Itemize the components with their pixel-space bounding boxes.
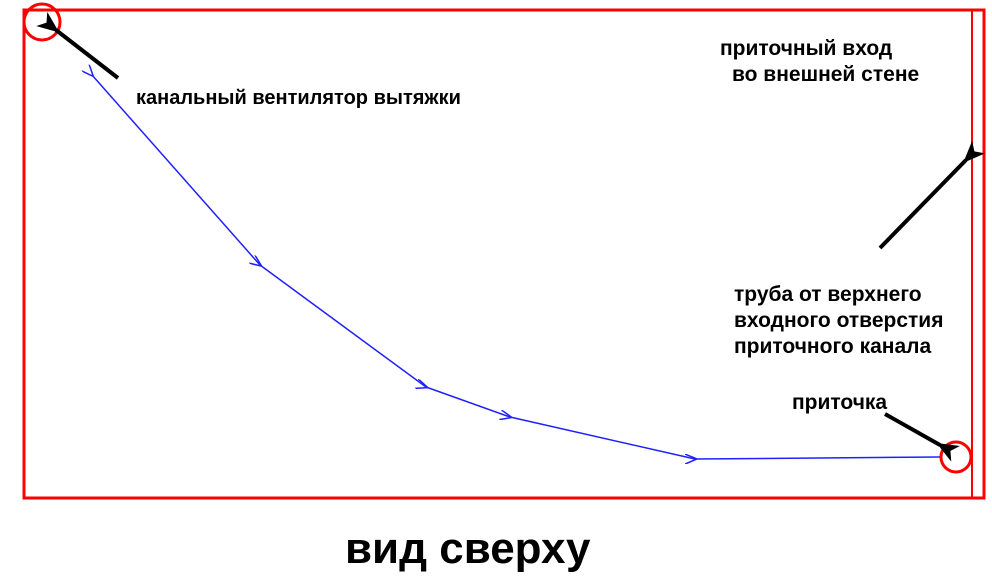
diagram-caption: вид сверху	[345, 524, 590, 574]
label-pipe-line1: труба от верхнего	[734, 282, 922, 308]
label-fan: канальный вентилятор вытяжки	[136, 86, 461, 111]
arrow-fan	[56, 30, 118, 78]
label-pipe-line3: приточного канала	[734, 334, 931, 360]
ventilation-diagram: канальный вентилятор вытяжки приточный в…	[0, 0, 992, 582]
label-pipe-line2: входного отверстия	[734, 308, 943, 334]
arrow-inlet-top	[880, 160, 966, 248]
inlet-marker	[941, 442, 971, 472]
label-inlet-top-line1: приточный вход	[720, 36, 892, 62]
arrow-pritocka	[885, 414, 940, 445]
label-inlet-top-line2: во внешней стене	[732, 62, 919, 88]
label-pritocka: приточка	[792, 390, 887, 416]
